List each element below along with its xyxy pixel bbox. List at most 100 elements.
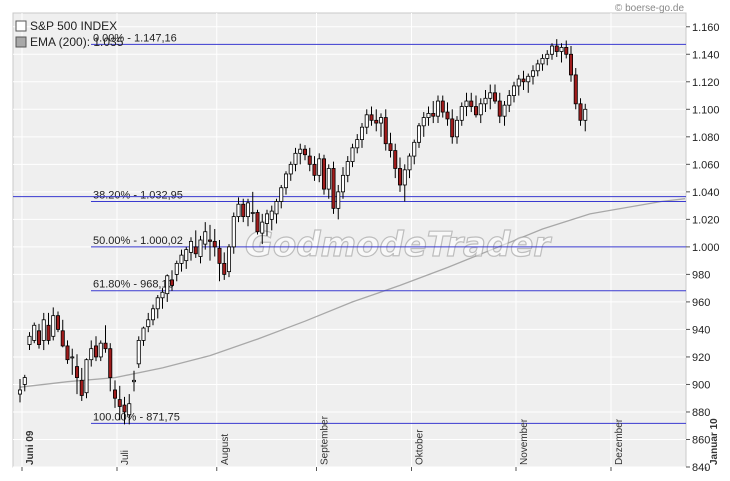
candle-body [131, 379, 136, 383]
candle-body [269, 210, 274, 220]
candle [378, 113, 383, 137]
candle-body [108, 348, 113, 378]
candle [454, 116, 459, 144]
candle [260, 213, 265, 245]
candle-body [388, 143, 393, 151]
candle [103, 325, 108, 353]
candle-body [397, 168, 402, 186]
candle [573, 68, 578, 110]
candle-body [89, 348, 94, 361]
candle [70, 348, 75, 375]
candle-body [469, 100, 474, 107]
candle [184, 246, 189, 269]
candle [312, 156, 317, 181]
candle [521, 70, 526, 91]
candle-body [184, 249, 189, 262]
candle [336, 184, 341, 220]
candle [65, 340, 70, 364]
candle-body [146, 319, 151, 328]
candle [146, 312, 151, 333]
candle [141, 326, 146, 346]
candle [516, 74, 521, 96]
legend-label-sp500: S&P 500 INDEX [30, 19, 117, 33]
candle-body [188, 240, 193, 253]
candle-body [41, 319, 46, 341]
candle-body [412, 141, 417, 157]
candle [421, 112, 426, 137]
y-tick-label: 980 [692, 269, 710, 281]
candle [89, 340, 94, 367]
candle [188, 237, 193, 261]
candle [245, 198, 250, 227]
candle-body [364, 114, 369, 128]
candle [435, 95, 440, 124]
legend-swatch-ema [15, 36, 27, 48]
candle-body [516, 78, 521, 87]
candle [307, 147, 312, 172]
candle-body [193, 246, 198, 255]
candle-body [98, 342, 103, 358]
candle-body [17, 389, 22, 395]
candle [359, 123, 364, 148]
candle-body [127, 403, 132, 416]
candle [41, 312, 46, 351]
candle-body [578, 103, 583, 121]
candle [84, 358, 89, 399]
candle-body [46, 324, 51, 341]
y-tick-label: 1.140 [692, 49, 720, 61]
candle-body [283, 173, 288, 189]
candle-body [369, 114, 374, 121]
x-month-label: November [519, 418, 530, 465]
candle [122, 396, 127, 425]
candle-body [231, 216, 236, 248]
candle-body [502, 104, 507, 117]
candle-body [250, 212, 255, 214]
candle [364, 109, 369, 135]
candle-body [393, 150, 398, 169]
candle-body [293, 152, 298, 165]
candle [497, 92, 502, 124]
candle [169, 270, 174, 291]
candle-body [236, 203, 241, 218]
candle-body [507, 95, 512, 106]
candle-body [554, 45, 559, 52]
candle [464, 92, 469, 117]
candle-body [32, 324, 37, 341]
candle [293, 147, 298, 172]
legend: S&P 500 INDEX EMA (200): 1.035 [15, 19, 124, 49]
candle-body [464, 100, 469, 107]
y-tick-label: 860 [692, 434, 710, 446]
y-tick-label: 1.060 [692, 159, 720, 171]
candle-body [160, 291, 165, 299]
fib-label: 50.00% - 1.000,02 [93, 235, 183, 247]
candle [531, 65, 536, 85]
candle-body [165, 275, 170, 295]
y-axis: 840 860 880 900 920 940 960 980 1.000 1.020 1.040 1… [686, 22, 720, 474]
watermark-layer: GodmodeTrader [244, 224, 553, 265]
candle [22, 374, 27, 392]
candle-body [473, 106, 478, 116]
candle [165, 274, 170, 302]
y-tick-label: 1.080 [692, 132, 720, 144]
candle-body [155, 297, 160, 310]
candle-body [459, 106, 464, 121]
candle-body [521, 78, 526, 83]
candle [345, 156, 350, 183]
candle-body [431, 113, 436, 117]
candle [274, 198, 279, 224]
candle [440, 95, 445, 118]
candle-body [75, 366, 80, 378]
candle [279, 184, 284, 209]
candle [236, 197, 241, 223]
ema-layer [19, 198, 686, 388]
candle-body [179, 254, 184, 264]
candle-body [345, 161, 350, 176]
candle [264, 209, 269, 236]
candle [507, 90, 512, 113]
candle [402, 164, 407, 202]
candle-body [564, 46, 569, 55]
candle [492, 84, 497, 104]
fib-label: 38.20% - 1.032,95 [93, 190, 183, 202]
candle-body [65, 345, 70, 361]
candle [250, 191, 255, 223]
